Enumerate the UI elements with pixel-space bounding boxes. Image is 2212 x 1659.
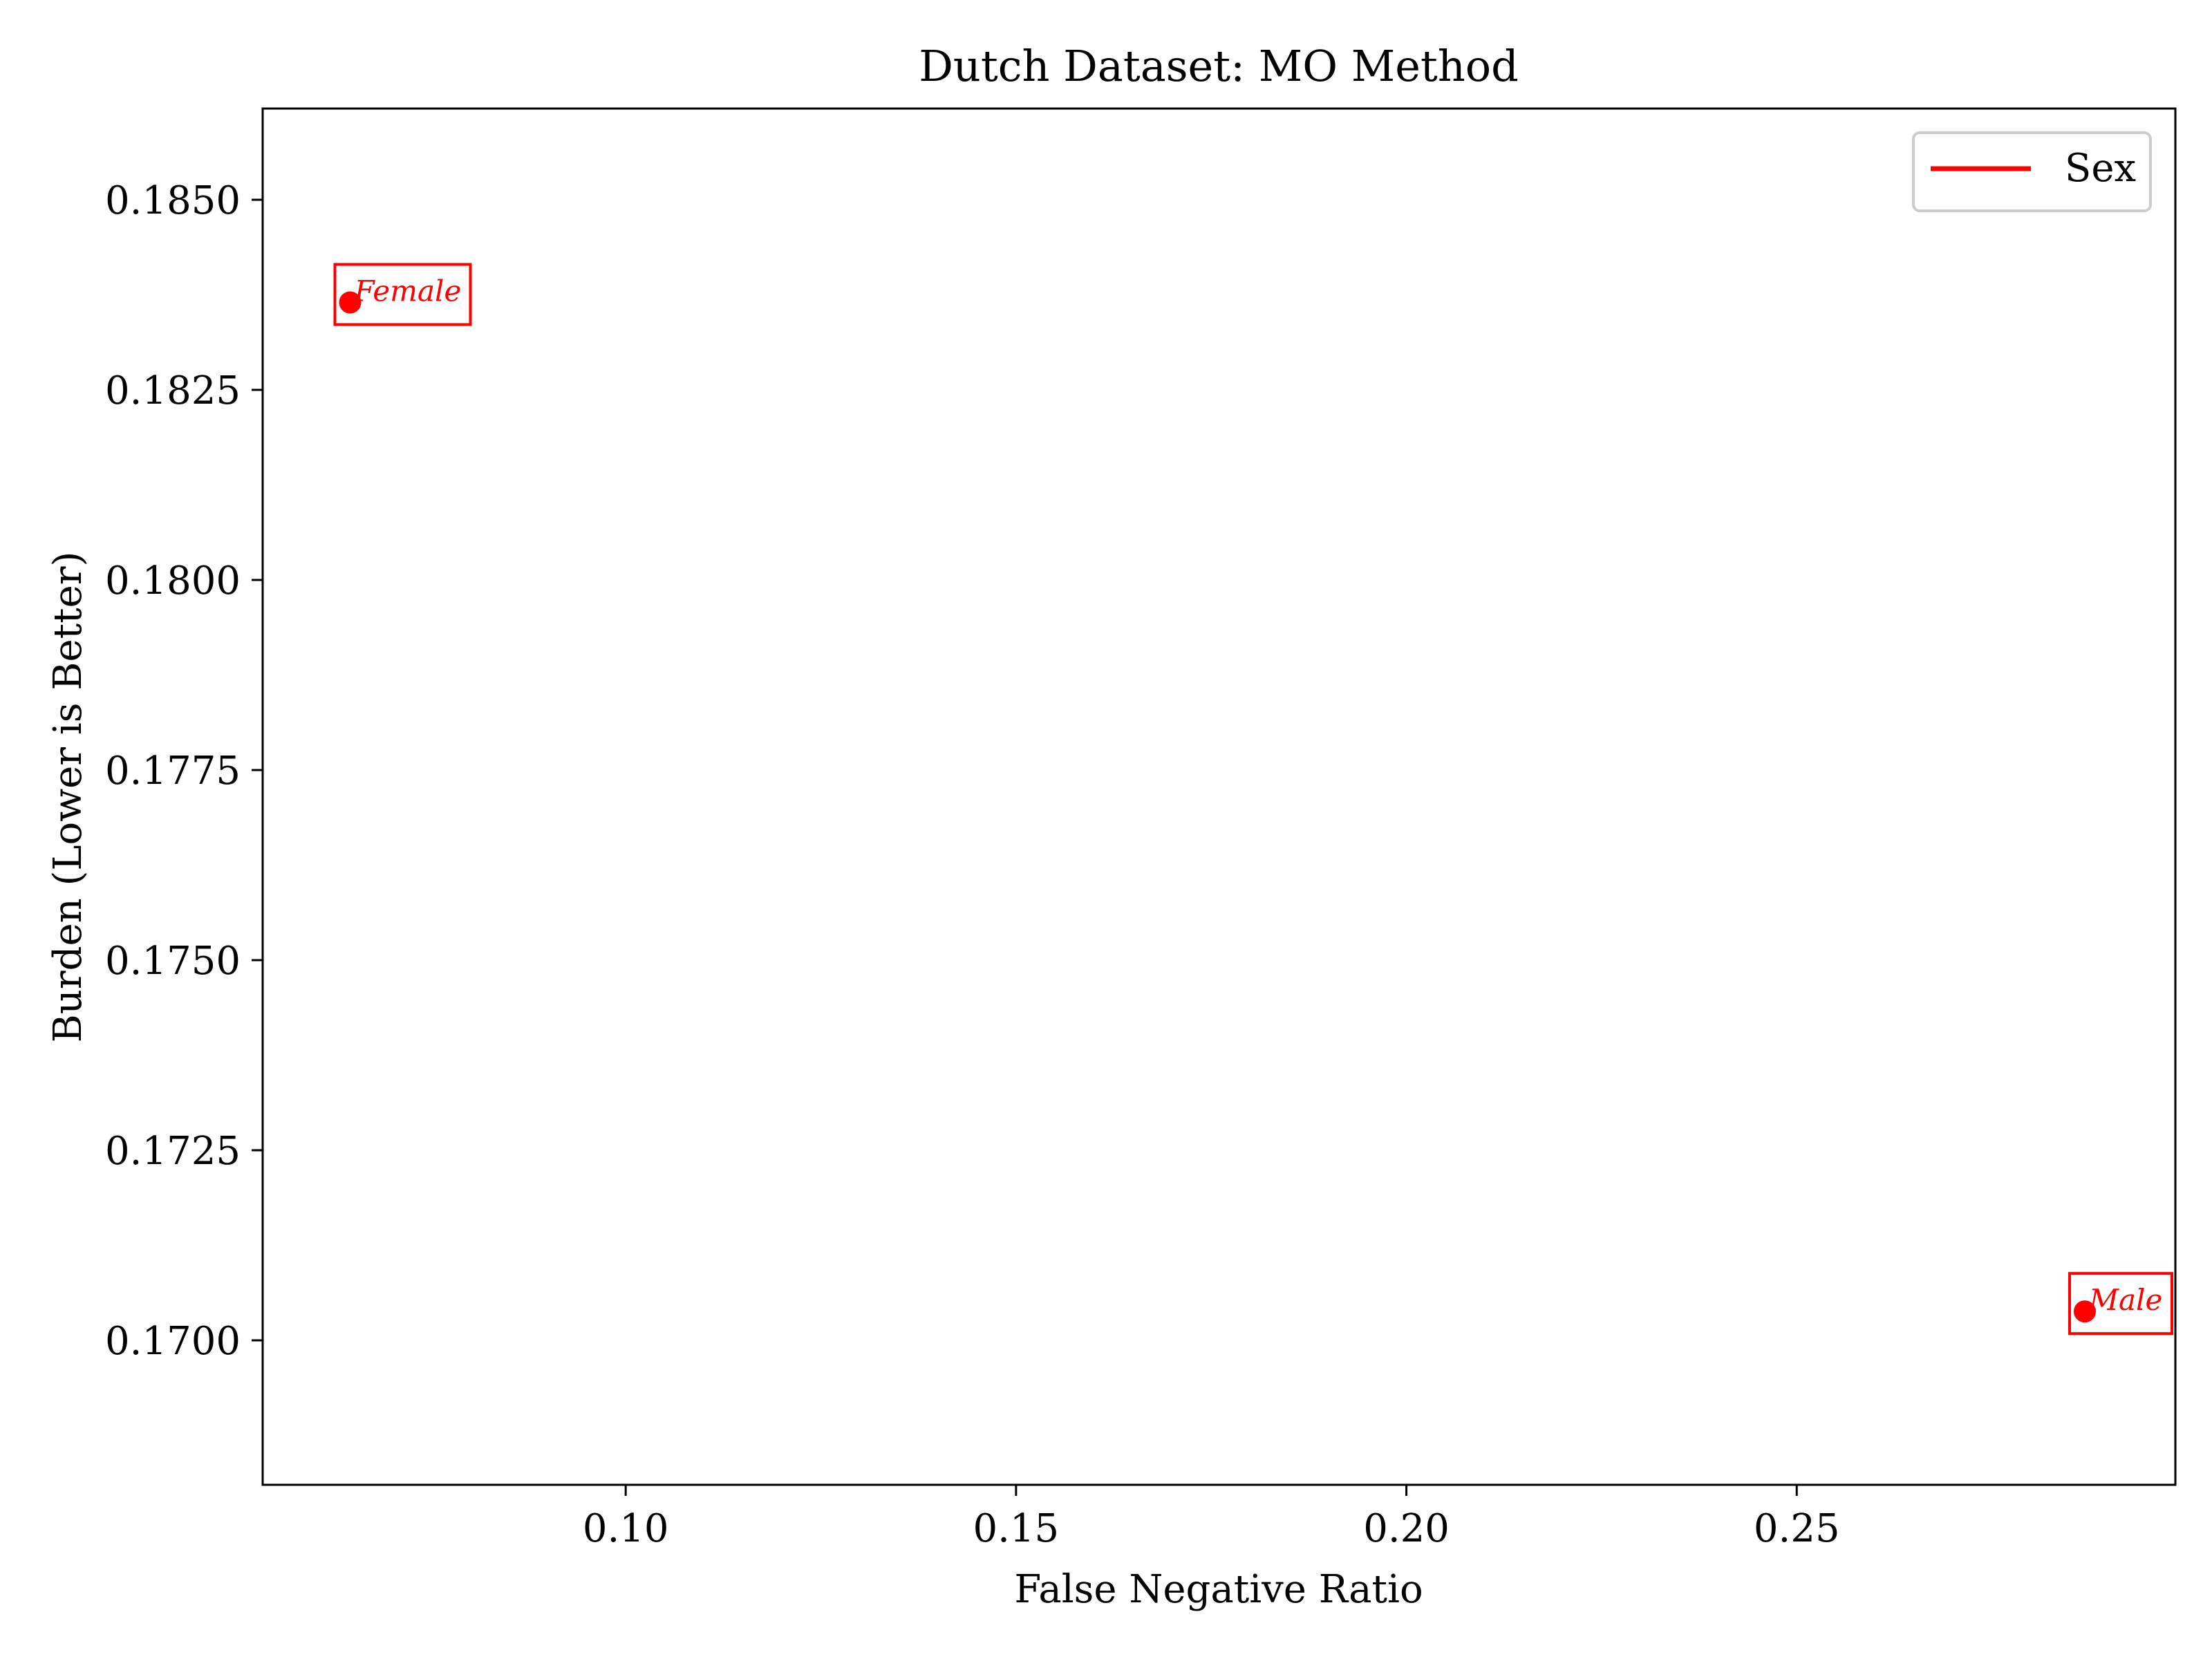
x-tick-label: 0.20 [1363, 1506, 1450, 1551]
plot-frame [261, 107, 2177, 1486]
y-axis: 0.1700 0.1725 0.1750 0.1775 0.1800 0.1825 0.18… [105, 178, 263, 1364]
x-tick-label: 0.10 [583, 1506, 669, 1551]
y-tick-label: 0.1825 [105, 368, 241, 413]
annotation-box [2068, 1272, 2173, 1335]
x-axis-label: False Negative Ratio [1014, 1567, 1423, 1612]
legend-label-sex: Sex [2065, 146, 2136, 191]
y-tick-label: 0.1700 [105, 1319, 241, 1364]
data-point-label: Female [353, 274, 461, 308]
data-points: Female Male [333, 263, 2173, 1335]
y-tick-label: 0.1750 [105, 939, 241, 984]
x-axis: 0.10 0.15 0.20 0.25 [583, 1485, 1840, 1551]
data-point-male [2073, 1300, 2096, 1323]
chart-title: Dutch Dataset: MO Method [919, 41, 1519, 91]
y-tick-label: 0.1850 [105, 178, 241, 223]
y-tick-label: 0.1800 [105, 559, 241, 603]
legend: Sex [1912, 131, 2152, 212]
plot-area [261, 107, 2177, 1486]
y-tick-label: 0.1775 [105, 749, 241, 794]
y-tick-label: 0.1725 [105, 1129, 241, 1174]
legend-box [1912, 131, 2152, 212]
x-tick-label: 0.15 [973, 1506, 1060, 1551]
annotation-box [333, 263, 472, 326]
data-point-label: Male [2088, 1283, 2162, 1317]
x-tick-label: 0.25 [1754, 1506, 1840, 1551]
data-point-female [339, 291, 362, 314]
y-axis-label: Burden (Lower is Better) [46, 552, 91, 1043]
